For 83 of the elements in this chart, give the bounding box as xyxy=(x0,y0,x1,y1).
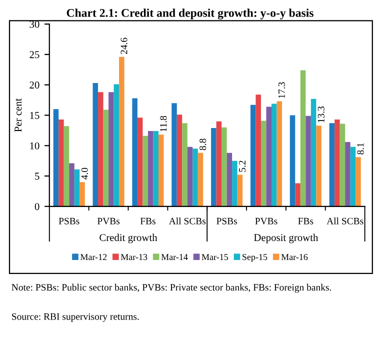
x-tick-label: All SCBs xyxy=(168,218,206,224)
bar xyxy=(295,183,300,206)
data-label: 17.3 xyxy=(278,82,286,98)
text: Deposit growth xyxy=(254,234,318,244)
data-label: 4.0 xyxy=(81,168,88,180)
bar xyxy=(114,84,120,206)
bar xyxy=(232,160,238,206)
bar xyxy=(53,109,59,206)
x-tick-label: PVBs xyxy=(97,218,120,224)
legend-label: Mar-13 xyxy=(120,254,148,260)
bar xyxy=(69,163,74,206)
bar xyxy=(345,142,350,206)
bar xyxy=(187,146,193,206)
bar xyxy=(58,119,64,206)
data-label: 13.3 xyxy=(318,106,324,122)
bar xyxy=(172,103,177,206)
legend-label: Sep-15 xyxy=(242,254,268,262)
bar xyxy=(260,120,266,206)
bar xyxy=(176,114,182,206)
bar xyxy=(132,98,138,206)
bar xyxy=(108,92,114,206)
legend-label: Mar-12 xyxy=(80,254,107,260)
bar xyxy=(137,118,143,206)
bar xyxy=(222,127,227,206)
x-tick-label: FBs xyxy=(140,218,156,224)
bar xyxy=(153,131,158,206)
y-tick-label: 5 xyxy=(35,172,40,180)
bar xyxy=(226,152,232,206)
legend-label: Mar-14 xyxy=(161,254,188,260)
x-tick-label: PSBs xyxy=(216,218,237,224)
y-tick-label: 15 xyxy=(30,112,40,119)
x-tick-label: PVBs xyxy=(255,218,278,224)
text: Credit growth xyxy=(100,234,158,244)
bar xyxy=(198,152,204,206)
data-label: 24.6 xyxy=(120,38,128,54)
bar xyxy=(256,94,261,206)
bar xyxy=(300,70,306,206)
bar xyxy=(271,104,277,206)
data-label: 5.2 xyxy=(239,160,246,172)
x-tick-label: PSBs xyxy=(58,218,80,224)
bar xyxy=(350,146,356,206)
bar xyxy=(310,98,316,206)
data-label: 8.8 xyxy=(200,138,206,150)
y-tick-label: 10 xyxy=(30,142,40,150)
x-tick-label: All SCBs xyxy=(326,218,364,224)
bar xyxy=(290,115,296,206)
bar xyxy=(192,148,198,206)
bar xyxy=(64,126,70,206)
y-tick-label: 20 xyxy=(30,82,40,89)
bar xyxy=(250,104,256,206)
bar xyxy=(316,126,322,206)
y-tick-label: 0 xyxy=(34,203,40,210)
bar xyxy=(237,174,243,206)
bar xyxy=(119,56,124,206)
bar xyxy=(80,182,85,206)
bar xyxy=(92,83,98,206)
bar xyxy=(276,101,282,206)
bar xyxy=(329,123,335,206)
y-tick-label: 25 xyxy=(30,51,40,58)
bar xyxy=(182,123,188,206)
bar xyxy=(356,157,361,206)
y-axis-title: Per cent xyxy=(14,98,22,132)
source-note: Source: RBI supervisory returns. xyxy=(12,313,139,322)
bar xyxy=(158,134,164,206)
bar xyxy=(211,128,216,206)
bar xyxy=(340,124,346,206)
legend-label: Mar-15 xyxy=(202,254,228,260)
x-tick-label: FBs xyxy=(298,218,314,224)
data-label: 8.1 xyxy=(357,143,364,154)
bar xyxy=(103,110,109,206)
bar xyxy=(306,116,311,206)
text: Note: PSBs: Public sector banks, PVBs: Private sector banks, FBs: Foreign banks. xyxy=(12,284,332,293)
data-label: 11.8 xyxy=(160,116,167,132)
bar xyxy=(98,92,104,206)
bar xyxy=(334,119,340,206)
y-tick-label: 30 xyxy=(30,20,40,28)
bar xyxy=(74,169,80,206)
chart-title: Chart 2.1: Credit and deposit growth: y-o-y basis xyxy=(66,8,314,20)
bar xyxy=(142,136,148,206)
bar xyxy=(266,106,272,206)
bar xyxy=(216,121,222,206)
legend-label: Mar-16 xyxy=(281,254,308,260)
bar xyxy=(148,131,154,206)
